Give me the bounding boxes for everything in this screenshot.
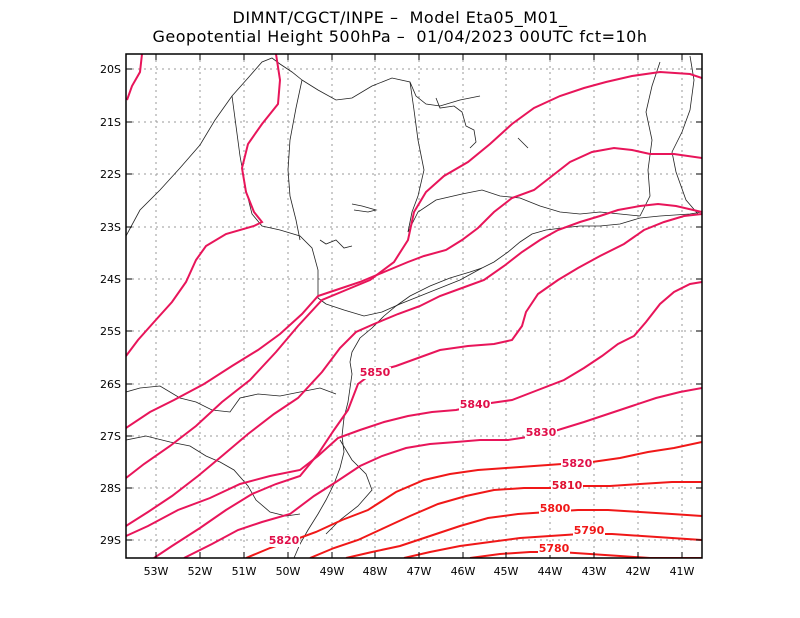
lat-axis-labels: 20S 21S 22S 23S 24S 25S 26S 27S 28S 29S <box>100 63 121 547</box>
lat-label: 26S <box>100 378 121 391</box>
contour-label: 5810 <box>552 479 583 492</box>
lat-label: 24S <box>100 273 121 286</box>
lon-label: 43W <box>582 565 607 578</box>
contour-label: 5820 <box>269 534 300 547</box>
lat-label: 29S <box>100 534 121 547</box>
lat-label: 22S <box>100 168 121 181</box>
lon-label: 50W <box>276 565 301 578</box>
lat-label: 28S <box>100 482 121 495</box>
contour-label: 5790 <box>574 524 605 537</box>
borders-and-coastline <box>126 55 702 558</box>
lon-label: 42W <box>626 565 651 578</box>
lon-label: 48W <box>363 565 388 578</box>
contour-label: 5780 <box>539 542 570 555</box>
lat-label: 20S <box>100 63 121 76</box>
lon-axis-labels: 53W 52W 51W 50W 49W 48W 47W 46W 45W 44W 43W 42W 41W <box>144 565 695 578</box>
contour-lines-mixed <box>126 281 702 558</box>
lon-label: 41W <box>670 565 695 578</box>
lat-label: 27S <box>100 430 121 443</box>
contour-label-bg <box>359 367 391 379</box>
map-title-line1: DIMNT/CGCT/INPE – Model Eta05_M01_ <box>232 8 568 27</box>
map-title-line2: Geopotential Height 500hPa – 01/04/2023 … <box>152 27 648 46</box>
contour-label: 5800 <box>540 502 571 515</box>
contour-label-bg <box>573 525 605 537</box>
contour-label-bg <box>525 427 557 439</box>
lat-lon-grid <box>126 54 702 558</box>
contour-label-bg <box>539 503 571 515</box>
contour-label-bg <box>561 458 593 470</box>
lon-label: 44W <box>538 565 563 578</box>
contour-label: 5840 <box>460 398 491 411</box>
contour-label-bg <box>459 399 491 411</box>
lon-label: 51W <box>232 565 257 578</box>
contour-label: 5830 <box>526 426 557 439</box>
lon-label: 47W <box>407 565 432 578</box>
lat-label: 23S <box>100 221 121 234</box>
lon-label: 53W <box>144 565 169 578</box>
contour-lines-magenta <box>126 54 702 558</box>
contour-label: 5850 <box>360 366 391 379</box>
contour-label-bg <box>268 535 300 547</box>
lon-label: 52W <box>188 565 213 578</box>
map-frame <box>125 53 703 559</box>
contour-label: 5820 <box>562 457 593 470</box>
lat-label: 25S <box>100 325 121 338</box>
contour-label-bg <box>538 543 570 555</box>
lon-label: 49W <box>320 565 345 578</box>
lat-label: 21S <box>100 116 121 129</box>
axis-ticks <box>126 54 702 558</box>
lon-label: 46W <box>451 565 476 578</box>
contour-lines-red <box>245 441 702 558</box>
lon-label: 45W <box>494 565 519 578</box>
contour-label-bg <box>551 480 583 492</box>
